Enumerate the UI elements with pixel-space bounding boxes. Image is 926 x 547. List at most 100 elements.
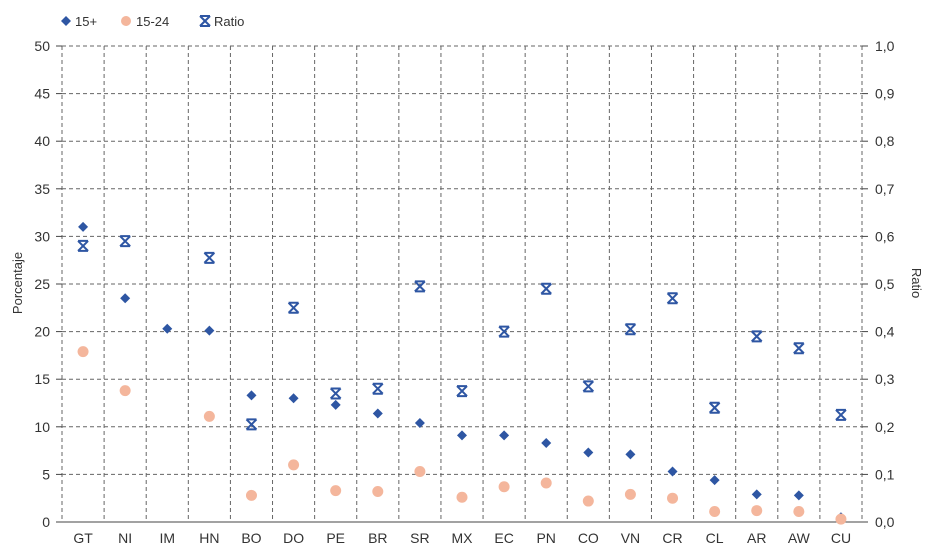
- point-15plus-br: [372, 408, 383, 419]
- category-label-bo: BO: [241, 530, 261, 546]
- y-tick-label: 45: [34, 86, 50, 102]
- point-15-24-ar: [751, 505, 763, 517]
- category-label-im: IM: [159, 530, 175, 546]
- category-label-cu: CU: [831, 530, 851, 546]
- y2-tick-label: 0,5: [875, 276, 895, 292]
- category-label-co: CO: [578, 530, 599, 546]
- point-15-24-vn: [624, 488, 636, 500]
- point-15plus-gt: [78, 221, 89, 232]
- point-ratio-pn: [540, 282, 552, 295]
- legend-marker-15plus: [61, 16, 71, 26]
- point-15-24-cu: [835, 513, 847, 525]
- point-15plus-cl: [709, 475, 720, 486]
- point-ratio-cl: [708, 401, 721, 414]
- point-15plus-co: [583, 447, 594, 458]
- point-15-24-pn: [540, 477, 552, 489]
- y-tick-label: 5: [42, 466, 50, 482]
- point-ratio-pe: [329, 387, 342, 400]
- point-ratio-gt: [77, 239, 89, 252]
- category-label-ni: NI: [118, 530, 132, 546]
- y2-tick-labels: 0,0 0,1 0,2 0,3 0,4 0,5 0,6 0,7 0,8 0,9 1,0: [875, 38, 895, 530]
- point-ratio-cu: [835, 408, 847, 421]
- category-label-sr: SR: [410, 530, 429, 546]
- point-15plus-sr: [414, 417, 425, 428]
- category-label-aw: AW: [788, 530, 811, 546]
- category-label-pn: PN: [536, 530, 555, 546]
- point-15plus-ec: [499, 430, 510, 441]
- point-15-24-br: [372, 486, 384, 498]
- y2-tick-label: 0,2: [875, 419, 895, 435]
- legend-label-ratio: Ratio: [214, 14, 244, 29]
- point-ratio-sr: [414, 280, 426, 293]
- y-tick-label: 35: [34, 181, 50, 197]
- y2-tick-label: 0,4: [875, 324, 895, 340]
- y2-tick-label: 0,8: [875, 133, 895, 149]
- y2-tick-label: 0,7: [875, 181, 895, 197]
- gridlines: [62, 45, 862, 522]
- point-15plus-mx: [457, 430, 467, 441]
- point-15-24-aw: [793, 506, 805, 518]
- point-ratio-co: [582, 380, 595, 393]
- legend-label-15plus: 15+: [75, 14, 97, 29]
- category-label-do: DO: [283, 530, 304, 546]
- y2-tick-label: 1,0: [875, 38, 895, 54]
- category-label-vn: VN: [621, 530, 640, 546]
- category-label-hn: HN: [199, 530, 219, 546]
- point-15plus-aw: [793, 490, 804, 501]
- y2-tick-label: 0,1: [875, 466, 895, 482]
- point-15plus-hn: [204, 325, 215, 336]
- point-15-24-bo: [245, 489, 257, 501]
- point-15-24-pe: [330, 485, 342, 497]
- point-ratio-bo: [245, 418, 258, 431]
- axes: [56, 45, 868, 523]
- point-15plus-cr: [667, 466, 678, 477]
- category-label-mx: MX: [452, 530, 474, 546]
- category-label-br: BR: [368, 530, 387, 546]
- point-15-24-hn: [203, 410, 215, 422]
- category-label-cr: CR: [662, 530, 682, 546]
- point-15plus-vn: [625, 449, 636, 460]
- y-tick-label: 0: [42, 514, 50, 530]
- category-label-gt: GT: [73, 530, 93, 546]
- point-ratio-vn: [624, 323, 637, 336]
- legend-label-15-24: 15-24: [136, 14, 169, 29]
- point-15plus-do: [288, 393, 299, 404]
- point-15plus-ni: [120, 293, 131, 304]
- y-tick-label: 40: [34, 133, 50, 149]
- point-15-24-gt: [77, 346, 89, 358]
- point-15plus-bo: [246, 390, 257, 401]
- point-15-24-co: [582, 495, 594, 507]
- point-15plus-ar: [751, 489, 762, 500]
- y-tick-label: 30: [34, 228, 50, 244]
- data-marks: [77, 221, 847, 525]
- point-ratio-br: [372, 382, 384, 395]
- category-label-ar: AR: [747, 530, 766, 546]
- point-15-24-ni: [119, 385, 131, 397]
- legend-marker-15-24: [121, 16, 131, 26]
- point-15-24-cl: [709, 506, 721, 518]
- y-axis-title: Porcentaje: [10, 252, 25, 314]
- y2-tick-label: 0,3: [875, 371, 895, 387]
- point-15-24-do: [288, 459, 300, 471]
- y-tick-label: 25: [34, 276, 50, 292]
- point-ratio-cr: [666, 292, 679, 305]
- point-15-24-sr: [414, 466, 426, 478]
- category-label-ec: EC: [494, 530, 513, 546]
- category-label-pe: PE: [326, 530, 345, 546]
- y-tick-labels: 0 5 10 15 20 25 30 35 40 45 50: [34, 38, 50, 530]
- point-ratio-aw: [793, 342, 805, 355]
- point-ratio-ni: [119, 235, 131, 248]
- point-15plus-pn: [541, 437, 552, 448]
- point-ratio-ar: [751, 330, 763, 343]
- point-ratio-do: [287, 301, 300, 314]
- point-15-24-ec: [498, 481, 510, 493]
- y2-tick-label: 0,0: [875, 514, 895, 530]
- y2-tick-label: 0,9: [875, 86, 895, 102]
- point-ratio-hn: [203, 251, 216, 264]
- legend: 15+ 15-24 Ratio: [61, 14, 244, 29]
- point-15plus-im: [162, 323, 173, 334]
- y-tick-label: 50: [34, 38, 50, 54]
- point-15-24-mx: [456, 491, 468, 503]
- legend-marker-ratio: [199, 15, 211, 27]
